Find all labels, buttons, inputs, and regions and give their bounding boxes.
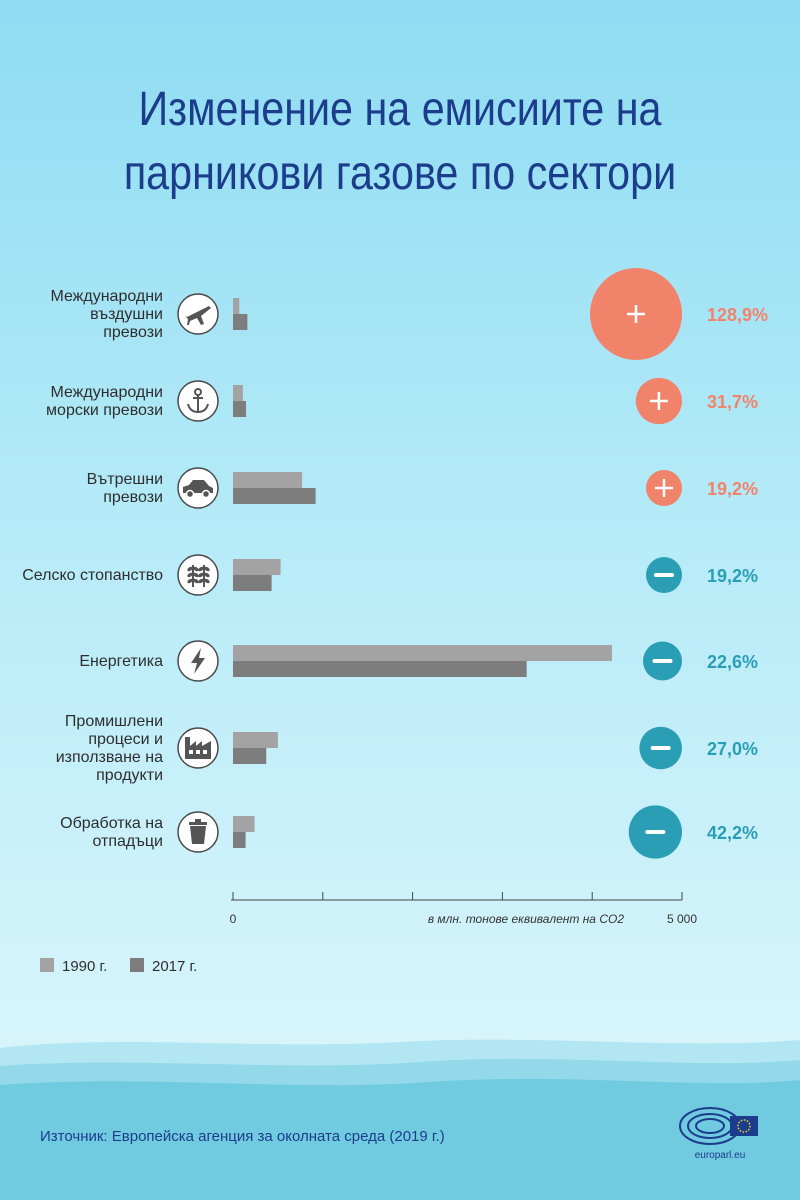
decrease-bubble: [643, 641, 683, 681]
sector-row: Селско стопанство 19,2%: [22, 554, 758, 596]
sector-row: Промишлени процеси и използване на продукти…: [56, 713, 758, 784]
page-title: Изменение на емисиите на парникови газов…: [56, 78, 744, 206]
increase-bubble: [635, 377, 683, 425]
bar-1990: [233, 645, 612, 661]
sector-label: Вътрешни превози: [87, 471, 163, 506]
sector-row: Международни въздушни превози 128,9%: [50, 268, 768, 360]
change-percent: 19,2%: [707, 479, 758, 499]
sector-label: Промишлени процеси и използване на продукти: [56, 713, 163, 784]
sector-row: Международни морски превози 31,7%: [46, 377, 758, 425]
sector-label-line: превози: [103, 324, 163, 341]
sector-label: Обработка на отпадъци: [60, 815, 163, 850]
bar-1990: [233, 385, 243, 401]
sector-row: Обработка на отпадъци 42,2%: [60, 805, 758, 859]
bar-2017: [233, 401, 247, 417]
increase-bubble: [590, 268, 682, 360]
car-icon: [177, 467, 219, 509]
sector-label: Международни морски превози: [46, 384, 163, 419]
bar-1990: [233, 559, 281, 575]
bar-2017: [233, 661, 527, 677]
minus-icon: [652, 659, 673, 663]
sector-label-line: Международни: [50, 384, 163, 401]
anchor-icon: [177, 380, 219, 422]
legend-label: 2017 г.: [152, 958, 197, 975]
bar-2017: [233, 748, 267, 764]
x-tick-label: 0: [230, 912, 237, 926]
chart-legend: 1990 г. 2017 г.: [40, 958, 197, 975]
sector-label-line: Енергетика: [79, 653, 163, 670]
trash-can-icon: [177, 811, 219, 853]
sector-label-line: превози: [103, 489, 163, 506]
change-percent: 42,2%: [707, 823, 758, 843]
decrease-bubble: [628, 805, 682, 859]
bar-1990: [233, 472, 303, 488]
europarl-logo: [678, 1102, 762, 1162]
sector-label: Енергетика: [79, 653, 163, 670]
change-percent: 19,2%: [707, 566, 758, 586]
legend-label: 1990 г.: [62, 958, 107, 975]
logo-text: europarl.eu: [694, 1150, 746, 1161]
decrease-bubble: [639, 726, 683, 770]
decrease-bubble: [646, 557, 682, 593]
minus-icon: [645, 830, 666, 834]
bar-2017: [233, 832, 246, 848]
lightning-icon: [177, 640, 219, 682]
sector-label-line: Международни: [50, 288, 163, 305]
sector-label-line: използване на: [56, 749, 163, 766]
plant-icon: [177, 554, 219, 596]
wave-background: [0, 1039, 800, 1200]
airplane-icon: [177, 293, 219, 335]
sector-row: Вътрешни превози 19,2%: [87, 467, 758, 509]
title-line-2: парникови газове по сектори: [123, 147, 677, 200]
change-percent: 27,0%: [707, 739, 758, 759]
change-percent: 128,9%: [707, 305, 768, 325]
sector-label-line: Вътрешни: [87, 471, 163, 488]
x-axis-label: в млн. тонове еквивалент на CO2: [428, 912, 624, 926]
bar-1990: [233, 732, 278, 748]
sector-label-line: отпадъци: [92, 833, 163, 850]
factory-icon: [177, 727, 219, 769]
bar-1990: [233, 298, 240, 314]
x-tick-label: 5 000: [667, 912, 697, 926]
sector-label-line: морски превози: [46, 402, 163, 419]
sector-label-line: продукти: [96, 767, 163, 784]
legend-swatch: [130, 958, 144, 972]
sector-label: Международни въздушни превози: [50, 288, 163, 341]
sector-label-line: въздушни: [90, 306, 163, 323]
bar-2017: [233, 575, 272, 591]
sector-label-line: процеси и: [88, 731, 163, 748]
change-percent: 22,6%: [707, 652, 758, 672]
sector-label: Селско стопанство: [22, 567, 163, 584]
increase-bubble: [646, 470, 682, 506]
sector-label-line: Селско стопанство: [22, 567, 163, 584]
minus-icon: [654, 573, 674, 577]
bar-1990: [233, 816, 255, 832]
bar-2017: [233, 488, 316, 504]
change-percent: 31,7%: [707, 392, 758, 412]
minus-icon: [650, 746, 671, 750]
title-line-1: Изменение на емисиите на: [138, 83, 662, 136]
bar-2017: [233, 314, 248, 330]
x-axis: 0 5 000 в млн. тонове еквивалент на CO2: [230, 892, 697, 926]
legend-swatch: [40, 958, 54, 972]
sector-label-line: Обработка на: [60, 815, 163, 832]
source-note: Източник: Европейска агенция за околната…: [40, 1128, 445, 1145]
sector-label-line: Промишлени: [65, 713, 163, 730]
sector-row: Енергетика 22,6%: [79, 640, 758, 682]
